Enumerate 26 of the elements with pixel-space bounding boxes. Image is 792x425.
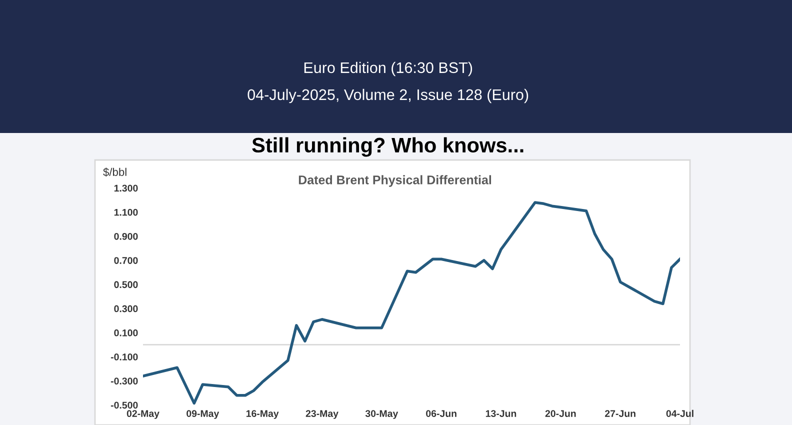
line-series bbox=[143, 201, 680, 405]
x-tick-label: 09-May bbox=[186, 410, 220, 419]
x-tick-label: 06-Jun bbox=[426, 410, 456, 417]
x-tick-label: 04-Jul bbox=[666, 410, 694, 417]
text: Euro Edition (16:30 BST) bbox=[304, 62, 472, 76]
x-tick-label: 16-May bbox=[246, 410, 279, 419]
x-tick-label: 02-May bbox=[126, 410, 160, 419]
x-tick-label: 30-May bbox=[365, 410, 398, 419]
chart-title: Still running? Who knows... bbox=[252, 137, 524, 157]
y-tick-label: 0.100 bbox=[114, 329, 138, 336]
y-tick-label: 0.300 bbox=[114, 305, 138, 312]
x-tick-label: 20-Jun bbox=[545, 410, 576, 417]
y-tick-label: 0.900 bbox=[114, 232, 138, 240]
y-tick-label: 0.700 bbox=[114, 257, 138, 264]
chart-subtitle: Dated Brent Physical Differential bbox=[298, 175, 492, 187]
x-tick-label: 27-Jun bbox=[605, 410, 636, 417]
y-tick-label: 1.100 bbox=[114, 208, 138, 216]
y-tick-label: 0.500 bbox=[114, 281, 138, 288]
x-tick-label: 13-Jun bbox=[486, 410, 516, 418]
y-tick-label: -0.100 bbox=[110, 354, 138, 360]
x-tick-label: 23-May bbox=[306, 410, 338, 419]
text: 04-July-2025, Volume 2, Issue 128 (Euro) bbox=[248, 88, 528, 104]
y-tick-label: 1.300 bbox=[114, 184, 138, 192]
y-tick-label: -0.300 bbox=[110, 378, 138, 385]
y-tick-label: -0.500 bbox=[110, 402, 138, 409]
y-axis-title: $/bbl bbox=[103, 168, 126, 177]
